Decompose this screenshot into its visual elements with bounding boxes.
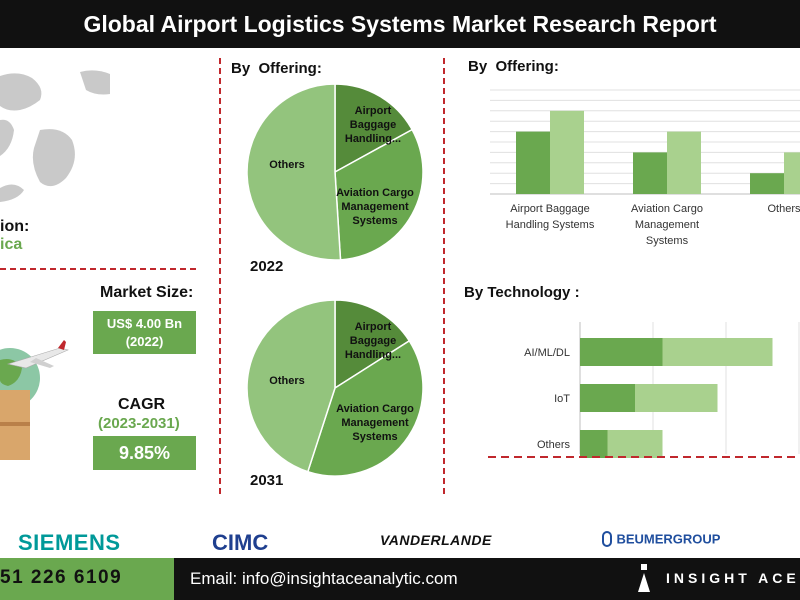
divider-left: [219, 58, 221, 494]
bar-0-0: [516, 131, 550, 194]
pie-slice-1: [334, 128, 424, 261]
pie-year-2031: 2031: [250, 472, 284, 489]
bar-1-1: [667, 131, 701, 194]
pie-slice-2: [246, 299, 336, 473]
hbar-category-label-1: IoT: [554, 393, 570, 405]
market-size-year: (2022): [125, 334, 164, 349]
bar-2-0: [750, 173, 784, 194]
insight-ace-icon: [638, 564, 650, 592]
bar-category-label-2: Others: [767, 203, 800, 215]
footer-phone-bar: 51 226 6109: [0, 558, 174, 600]
hbar-category-label-2: Others: [537, 439, 571, 451]
logo-cimc: CIMC: [212, 530, 269, 555]
airplane-globe-graphic: [0, 340, 69, 460]
hbar-0-1: [662, 338, 773, 366]
hbar-1-1: [635, 384, 718, 412]
page-title: Global Airport Logistics Systems Market …: [0, 0, 800, 48]
cagr-period: (2023-2031): [98, 415, 180, 432]
hbar-0-0: [580, 338, 663, 366]
pie-chart-2031: Airport Baggage Handling... Aviation Cargo M…: [246, 299, 424, 477]
bar-chart-technology: AI/ML/DL IoT Others: [488, 322, 800, 458]
pie-label-0: Airport Baggage Handling...: [345, 321, 401, 361]
bar-1-0: [633, 152, 667, 194]
bar-category-label-1: Aviation Cargo Management Systems: [631, 203, 703, 247]
pie-chart-2022: Airport Baggage Handling... Aviation Cargo M…: [246, 83, 424, 261]
divider-right: [443, 58, 445, 494]
pie-slice-0: [334, 299, 411, 390]
pie-section-heading: By Offering:: [231, 60, 322, 77]
logo-vanderlande: VANDERLANDE: [380, 532, 492, 548]
market-size-value: US$ 4.00 Bn: [106, 316, 183, 331]
hbar-category-label-0: AI/ML/DL: [524, 347, 570, 359]
market-size-label: Market Size:: [100, 284, 194, 301]
left-divider: [0, 268, 196, 270]
pie-label-2: Others: [269, 375, 304, 387]
pie-slice-2: [246, 83, 342, 261]
cagr-value: 9.85%: [93, 436, 196, 470]
technology-chart-heading: By Technology :: [464, 284, 580, 301]
pie-label-2: Others: [269, 159, 304, 171]
region-value: ica: [0, 236, 23, 253]
hbar-1-0: [580, 384, 635, 412]
region-label: ion:: [0, 218, 30, 235]
pie-label-0: Airport Baggage Handling...: [345, 105, 401, 145]
phone-number: 51 226 6109: [0, 567, 123, 588]
email-address: Email: info@insightaceanalytic.com: [190, 569, 458, 588]
logo-siemens: SIEMENS: [18, 530, 121, 555]
pie-slice-0: [334, 83, 414, 174]
bar-chart-heading: By Offering:: [468, 58, 559, 75]
logo-beumergroup: BEUMERGROUP: [602, 530, 720, 550]
cagr-label: CAGR: [118, 396, 166, 413]
world-map: [0, 60, 110, 210]
pie-label-1: Aviation Cargo Management Systems: [336, 187, 414, 227]
pie-year-2022: 2022: [250, 258, 284, 275]
bar-2-1: [784, 152, 800, 194]
world-map-graphic: [0, 70, 110, 202]
pie-slice-1: [306, 339, 424, 477]
market-size-box: US$ 4.00 Bn (2022): [93, 311, 196, 354]
hbar-2-1: [607, 430, 663, 458]
pie-label-1: Aviation Cargo Management Systems: [336, 403, 414, 443]
bar-chart-offering: Airport Baggage Handling Systems Aviation …: [490, 89, 800, 247]
footer-contact-bar: Email: info@insightaceanalytic.com INSIG…: [174, 558, 800, 600]
airplane-globe-illustration: [0, 330, 80, 460]
beumer-icon: [602, 530, 612, 547]
hbar-2-0: [580, 430, 608, 458]
bar-category-label-0: Airport Baggage Handling Systems: [506, 203, 595, 231]
bar-0-1: [550, 110, 584, 194]
insight-ace-brand: INSIGHT ACE: [666, 570, 800, 586]
logo-beumergroup-text: BEUMERGROUP: [616, 531, 721, 547]
